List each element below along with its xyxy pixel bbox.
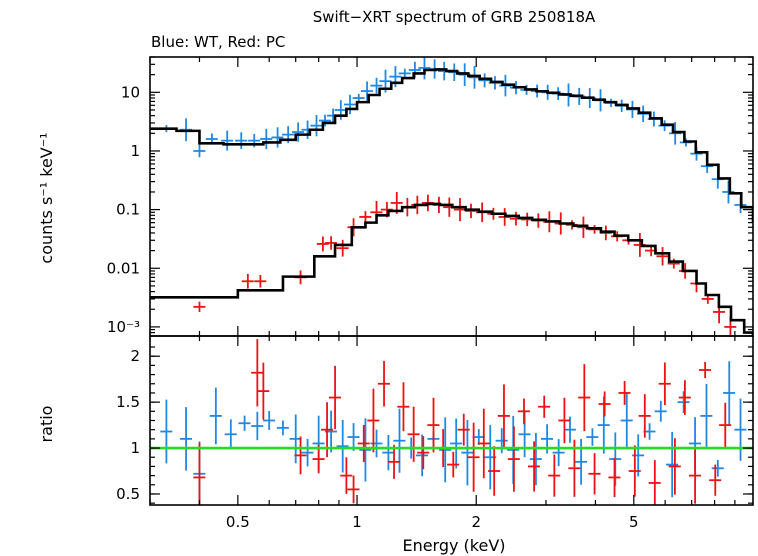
spectrum-model-pc: [150, 202, 753, 336]
spectrum-plot-area: [150, 57, 753, 336]
ratio-series-wt: [160, 361, 747, 505]
spectrum-series-wt: [160, 57, 747, 214]
ratio-y-axis-label: ratio: [37, 406, 56, 443]
ratio-series-pc: [193, 339, 732, 505]
x-tick-label: 2: [471, 513, 481, 531]
chart-subtitle: Blue: WT, Red: PC: [151, 33, 285, 51]
x-axis-label: Energy (keV): [402, 536, 505, 555]
spectrum-y-tick-label: 10⁻³: [107, 318, 140, 336]
spectrum-series-pc: [193, 191, 737, 336]
spectrum-frame: [149, 56, 754, 337]
ratio-y-tick-label: 1.5: [116, 393, 140, 411]
x-tick-label: 1: [352, 513, 362, 531]
ratio-y-tick-label: 2: [130, 347, 140, 365]
ratio-frame: [149, 335, 754, 506]
x-tick-label: 0.5: [226, 513, 250, 531]
spectrum-model-wt: [150, 68, 753, 223]
ratio-y-tick-label: 1: [130, 439, 140, 457]
spectrum-y-tick-label: 0.01: [107, 259, 140, 277]
spectrum-panel: 10⁻³ 0.01 0.1 1 10: [107, 56, 754, 337]
spectrum-y-tick-label: 10: [121, 83, 140, 101]
ratio-panel: 0.5 1 1.5 2: [116, 335, 754, 506]
spectrum-y-axis-label: counts s⁻¹ keV⁻¹: [37, 132, 56, 263]
chart-title: Swift−XRT spectrum of GRB 250818A: [313, 8, 596, 26]
ratio-plot-area: [150, 339, 753, 505]
x-tick-label: 5: [629, 513, 639, 531]
ratio-y-tick-label: 0.5: [116, 485, 140, 503]
spectrum-y-tick-label: 0.1: [116, 201, 140, 219]
spectrum-y-tick-label: 1: [130, 142, 140, 160]
